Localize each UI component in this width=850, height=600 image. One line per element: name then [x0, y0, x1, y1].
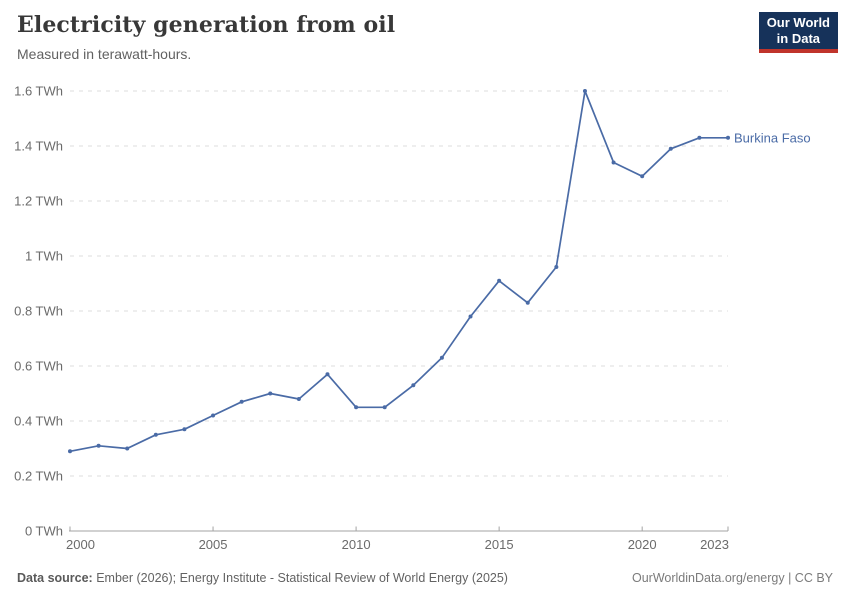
- data-point-marker: [354, 405, 359, 410]
- y-tick-label: 1.2 TWh: [14, 194, 63, 209]
- data-point-marker: [697, 135, 702, 140]
- data-point-marker: [239, 399, 244, 404]
- data-point-marker: [525, 300, 530, 305]
- chart-subtitle: Measured in terawatt-hours.: [17, 46, 192, 62]
- y-tick-label: 1 TWh: [25, 249, 63, 264]
- data-point-marker: [582, 89, 587, 93]
- y-tick-label: 0.8 TWh: [14, 304, 63, 319]
- data-point-marker: [296, 397, 301, 401]
- y-tick-label: 0 TWh: [25, 524, 63, 539]
- data-point-marker: [325, 372, 330, 377]
- data-point-marker: [382, 405, 387, 410]
- footer-credit-link[interactable]: OurWorldinData.org/energy | CC BY: [631, 571, 833, 585]
- data-point-marker: [153, 432, 158, 437]
- data-point-marker: [468, 314, 473, 319]
- x-tick-label: 2005: [199, 537, 228, 552]
- data-source-label: Data source:: [17, 571, 93, 585]
- x-tick-label: 2010: [342, 537, 371, 552]
- y-tick-label: 0.2 TWh: [14, 469, 63, 484]
- y-tick-label: 0.4 TWh: [14, 414, 63, 429]
- owid-logo-line1: Our World: [766, 15, 830, 30]
- data-point-marker: [125, 446, 130, 451]
- data-point-marker: [439, 355, 444, 360]
- data-source: Data source: Ember (2026); Energy Instit…: [17, 571, 508, 585]
- owid-logo-line2: in Data: [776, 31, 821, 46]
- data-point-marker: [411, 383, 416, 388]
- data-point-marker: [640, 174, 645, 179]
- data-point-marker: [96, 443, 101, 448]
- x-tick-label: 2015: [485, 537, 514, 552]
- owid-logo[interactable]: Our World in Data: [758, 12, 838, 53]
- data-point-marker: [182, 427, 187, 432]
- y-tick-label: 1.6 TWh: [14, 84, 63, 99]
- data-point-marker: [68, 449, 72, 454]
- data-point-marker: [497, 278, 502, 283]
- x-tick-label: 2000: [66, 537, 95, 552]
- data-point-marker: [554, 265, 559, 269]
- y-tick-label: 1.4 TWh: [14, 139, 63, 154]
- data-point-marker: [726, 135, 730, 140]
- series-line[interactable]: [69, 90, 729, 453]
- data-source-text: Ember (2026); Energy Institute - Statist…: [92, 571, 508, 585]
- data-point-marker: [268, 391, 273, 396]
- data-point-marker: [611, 160, 616, 165]
- series-label[interactable]: Burkina Faso: [734, 130, 811, 145]
- data-point-marker: [668, 146, 673, 151]
- page-title: Electricity generation from oil: [17, 12, 396, 38]
- y-tick-label: 0.6 TWh: [14, 359, 63, 374]
- x-tick-label: 2020: [628, 537, 657, 552]
- data-point-marker: [211, 413, 216, 418]
- x-tick-label: 2023: [700, 537, 729, 552]
